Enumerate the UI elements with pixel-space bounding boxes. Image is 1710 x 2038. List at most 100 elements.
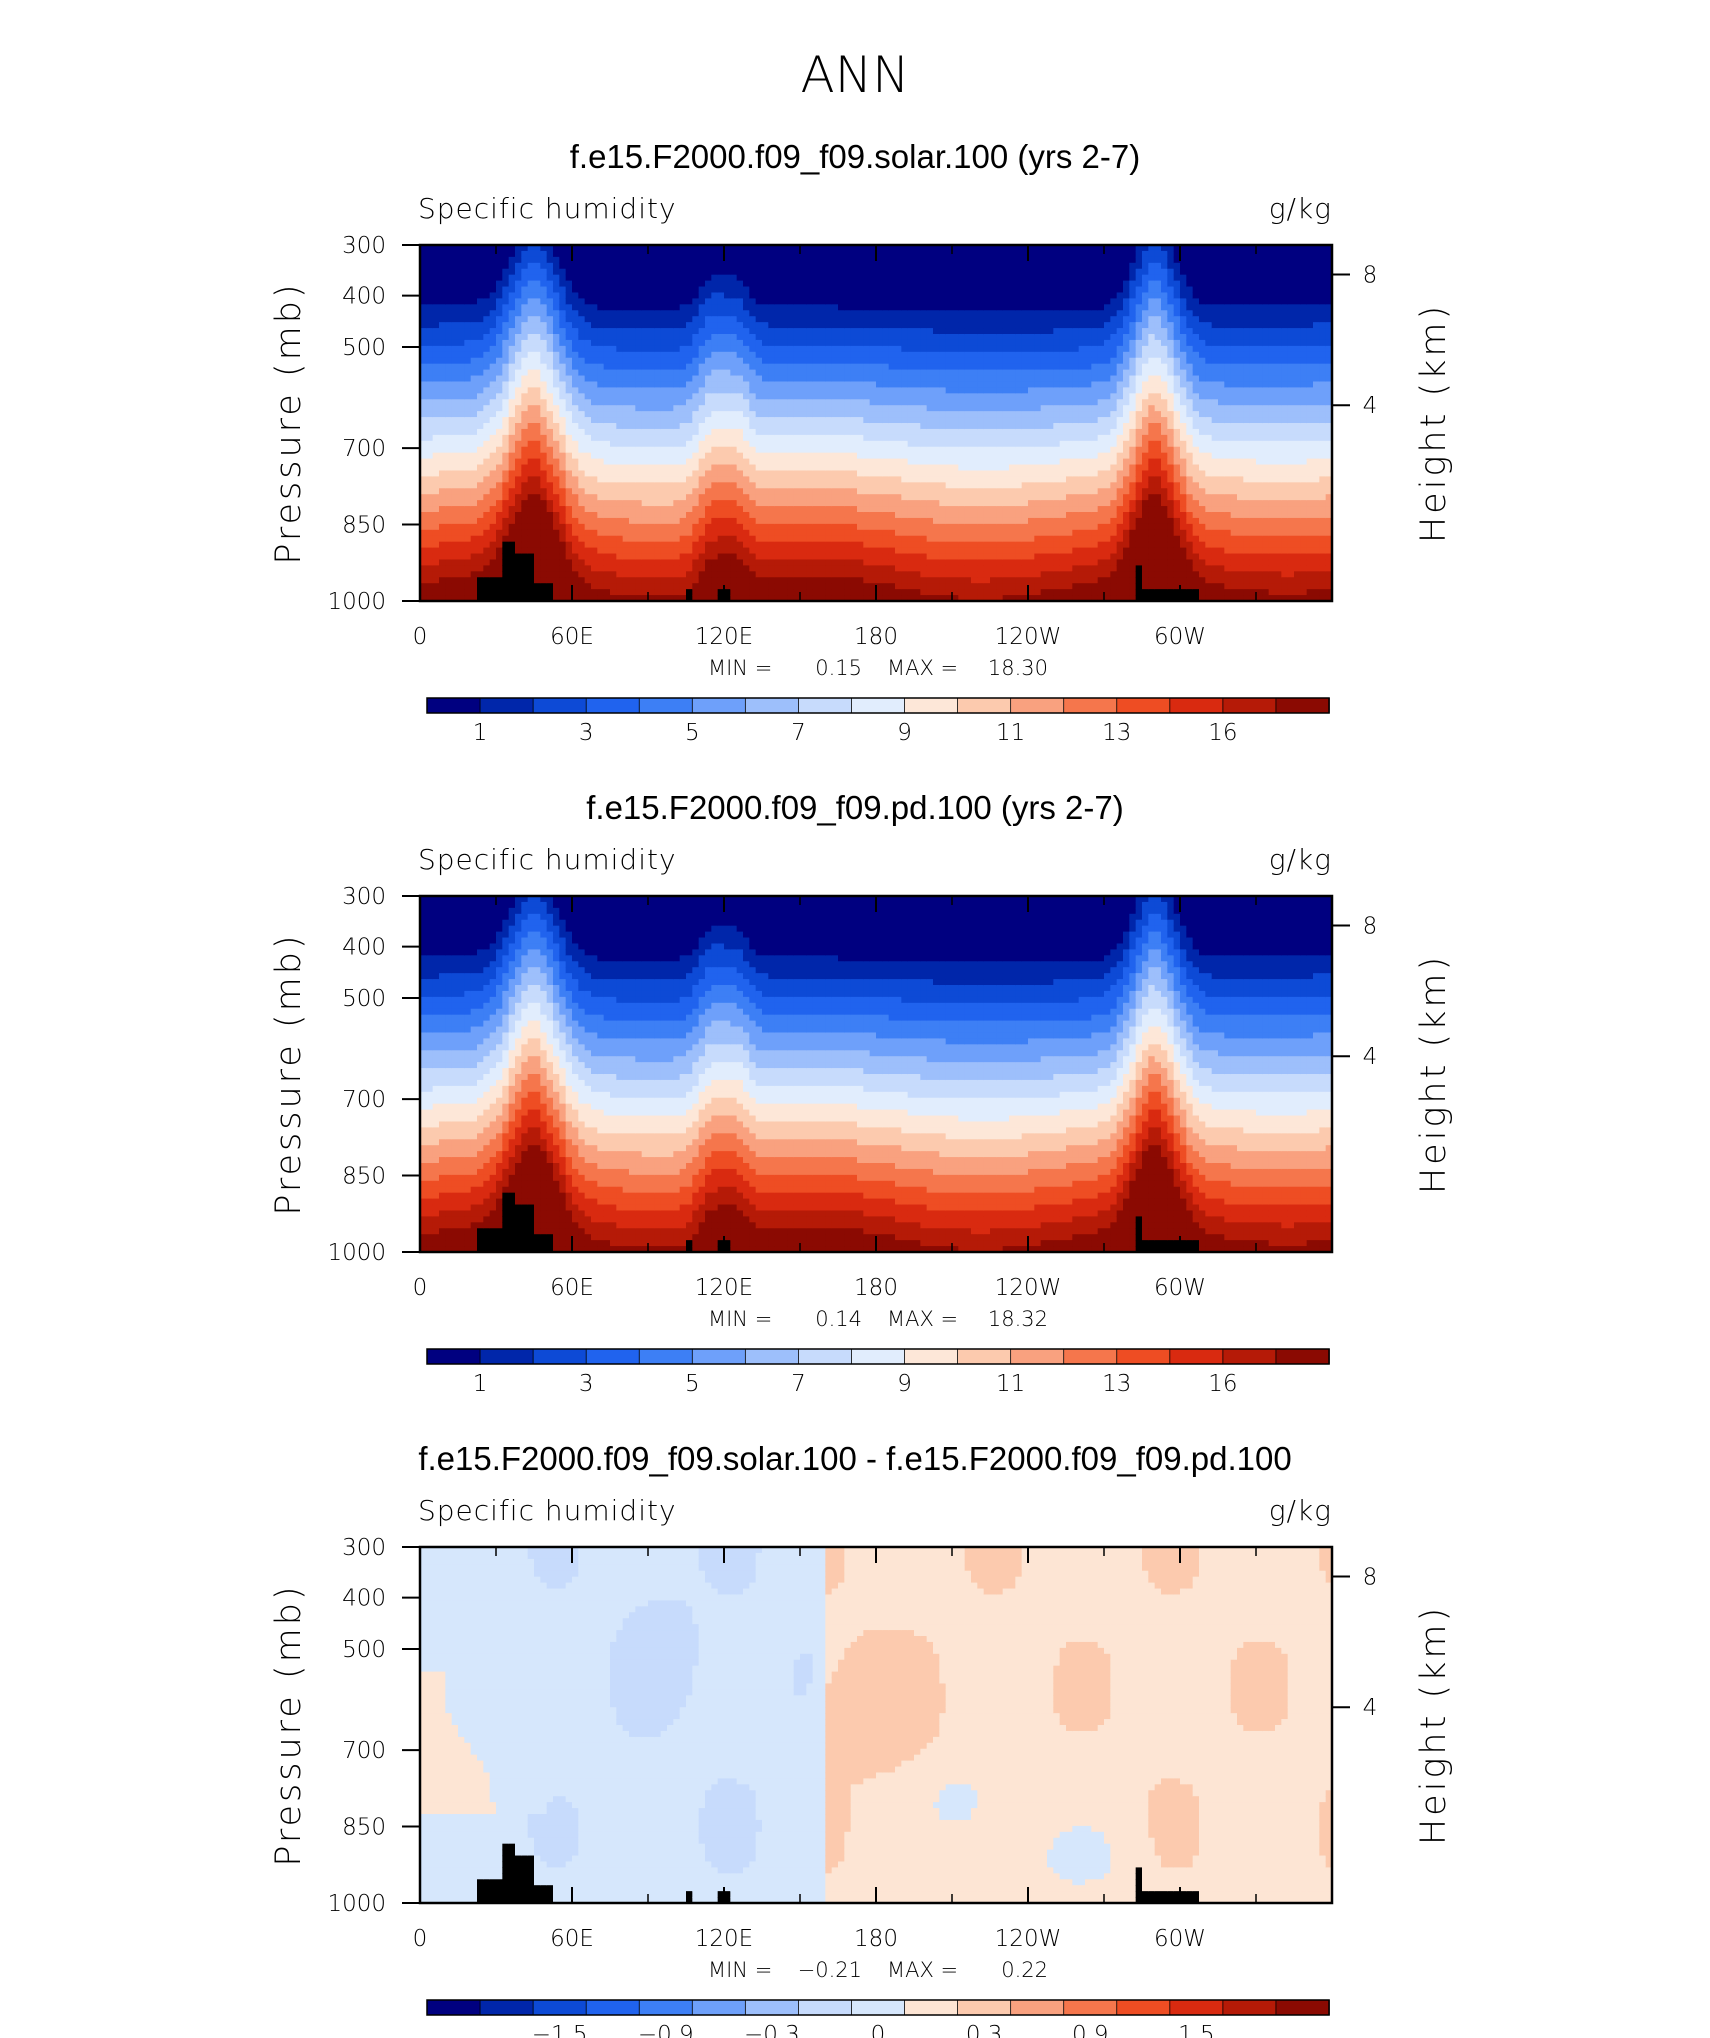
- contour-cell: [838, 358, 845, 365]
- contour-cell: [863, 488, 870, 495]
- contour-cell: [927, 292, 934, 299]
- contour-cell: [572, 281, 579, 288]
- contour-cell: [458, 589, 465, 596]
- contour-cell: [566, 287, 573, 294]
- contour-cell: [901, 399, 908, 406]
- contour-cell: [635, 429, 642, 436]
- contour-cell: [768, 292, 775, 299]
- contour-cell: [642, 488, 649, 495]
- contour-cell: [502, 417, 509, 424]
- contour-cell: [445, 257, 452, 264]
- contour-cell: [737, 346, 744, 353]
- contour-cell: [559, 393, 566, 400]
- contour-cell: [490, 281, 497, 288]
- contour-cell: [680, 292, 687, 299]
- contour-cell: [458, 512, 465, 519]
- contour-cell: [800, 530, 807, 537]
- contour-cell: [654, 287, 661, 294]
- contour-cell: [756, 316, 763, 323]
- contour-cell: [642, 281, 649, 288]
- contour-cell: [547, 559, 554, 566]
- contour-cell: [775, 393, 782, 400]
- contour-cell: [566, 435, 573, 442]
- contour-cell: [623, 470, 630, 477]
- contour-cell: [515, 411, 522, 418]
- contour-cell: [591, 548, 598, 555]
- contour-cell: [876, 370, 883, 377]
- contour-cell: [711, 542, 718, 549]
- contour-cell: [806, 411, 813, 418]
- contour-cell: [509, 417, 516, 424]
- contour-cell: [464, 453, 471, 460]
- contour-cell: [528, 435, 535, 442]
- contour-cell: [876, 275, 883, 282]
- contour-cell: [540, 405, 547, 412]
- contour-cell: [426, 512, 433, 519]
- contour-cell: [933, 328, 940, 335]
- contour-cell: [825, 292, 832, 299]
- contour-cell: [654, 358, 661, 365]
- contour-cell: [882, 263, 889, 270]
- contour-cell: [882, 287, 889, 294]
- contour-cell: [477, 269, 484, 276]
- contour-cell: [749, 376, 756, 383]
- contour-cell: [483, 441, 490, 448]
- contour-cell: [585, 429, 592, 436]
- contour-cell: [838, 559, 845, 566]
- contour-cell: [654, 559, 661, 566]
- contour-cell: [825, 287, 832, 294]
- contour-cell: [521, 322, 528, 329]
- contour-cell: [844, 577, 851, 584]
- contour-cell: [813, 358, 820, 365]
- contour-cell: [895, 518, 902, 525]
- contour-cell: [648, 328, 655, 335]
- contour-cell: [439, 358, 446, 365]
- contour-cell: [813, 536, 820, 543]
- contour-cell: [648, 506, 655, 513]
- contour-cell: [477, 405, 484, 412]
- contour-cell: [762, 263, 769, 270]
- contour-cell: [889, 470, 896, 477]
- contour-cell: [908, 524, 915, 531]
- contour-cell: [838, 465, 845, 472]
- contour-cell: [914, 506, 921, 513]
- contour-cell: [705, 292, 712, 299]
- contour-cell: [781, 364, 788, 371]
- contour-cell: [743, 257, 750, 264]
- contour-cell: [509, 364, 516, 371]
- contour-cell: [597, 352, 604, 359]
- contour-cell: [718, 405, 725, 412]
- contour-cell: [490, 346, 497, 353]
- contour-cell: [667, 358, 674, 365]
- contour-cell: [794, 281, 801, 288]
- contour-cell: [629, 411, 636, 418]
- contour-cell: [673, 399, 680, 406]
- contour-cell: [699, 423, 706, 430]
- contour-cell: [566, 465, 573, 472]
- contour-cell: [572, 548, 579, 555]
- contour-cell: [661, 488, 668, 495]
- contour-cell: [680, 583, 687, 590]
- contour-cell: [851, 423, 858, 430]
- contour-cell: [844, 364, 851, 371]
- contour-cell: [806, 429, 813, 436]
- contour-cell: [433, 565, 440, 572]
- contour-cell: [819, 565, 826, 572]
- contour-cell: [667, 322, 674, 329]
- contour-cell: [914, 263, 921, 270]
- contour-cell: [939, 530, 946, 537]
- contour-cell: [705, 281, 712, 288]
- contour-cell: [908, 292, 915, 299]
- contour-cell: [914, 352, 921, 359]
- contour-cell: [540, 536, 547, 543]
- contour-cell: [787, 340, 794, 347]
- contour-cell: [794, 441, 801, 448]
- contour-cell: [661, 370, 668, 377]
- contour-cell: [452, 506, 459, 513]
- contour-cell: [553, 298, 560, 305]
- contour-cell: [781, 488, 788, 495]
- contour-cell: [718, 263, 725, 270]
- contour-cell: [895, 328, 902, 335]
- contour-cell: [819, 524, 826, 531]
- contour-cell: [661, 292, 668, 299]
